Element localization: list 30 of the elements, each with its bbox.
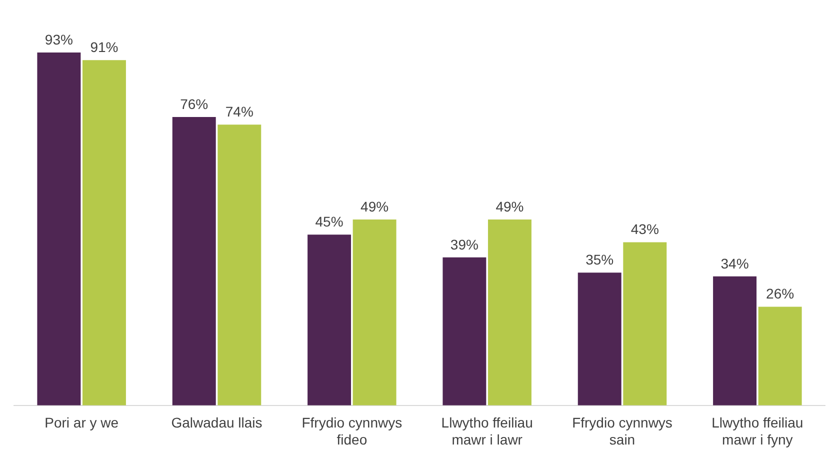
data-label: 39% [450, 236, 478, 252]
bar [172, 117, 216, 406]
data-label: 45% [315, 214, 344, 230]
data-label: 93% [44, 31, 73, 48]
data-label: 49% [360, 198, 389, 214]
x-tick-label: Galwadau llais [171, 414, 262, 431]
bar [82, 60, 126, 406]
x-tick-label: Pori ar y we [44, 414, 119, 431]
data-label: 76% [180, 96, 208, 112]
x-tick-label: Llwytho ffeiliau mawr i fyny [712, 414, 804, 448]
bar [218, 124, 262, 406]
bar [713, 276, 757, 406]
bar [488, 219, 532, 406]
data-label: 35% [586, 251, 614, 268]
data-label: 74% [225, 104, 254, 120]
x-tick-label: Ffrydio cynnwys fideo [302, 414, 402, 448]
bar [308, 234, 352, 406]
data-label: 49% [496, 198, 524, 214]
bar [623, 242, 667, 406]
data-label: 34% [720, 255, 749, 272]
bar [37, 52, 81, 406]
bar [578, 272, 622, 406]
bar [758, 306, 802, 406]
x-tick-label: Ffrydio cynnwys sain [572, 414, 672, 448]
data-label: 26% [766, 286, 794, 302]
data-label: 43% [630, 221, 659, 238]
data-label: 91% [90, 39, 118, 56]
bar [352, 219, 396, 406]
bar [442, 257, 486, 406]
x-tick-label: Llwytho ffeiliau mawr i lawr [441, 414, 533, 448]
